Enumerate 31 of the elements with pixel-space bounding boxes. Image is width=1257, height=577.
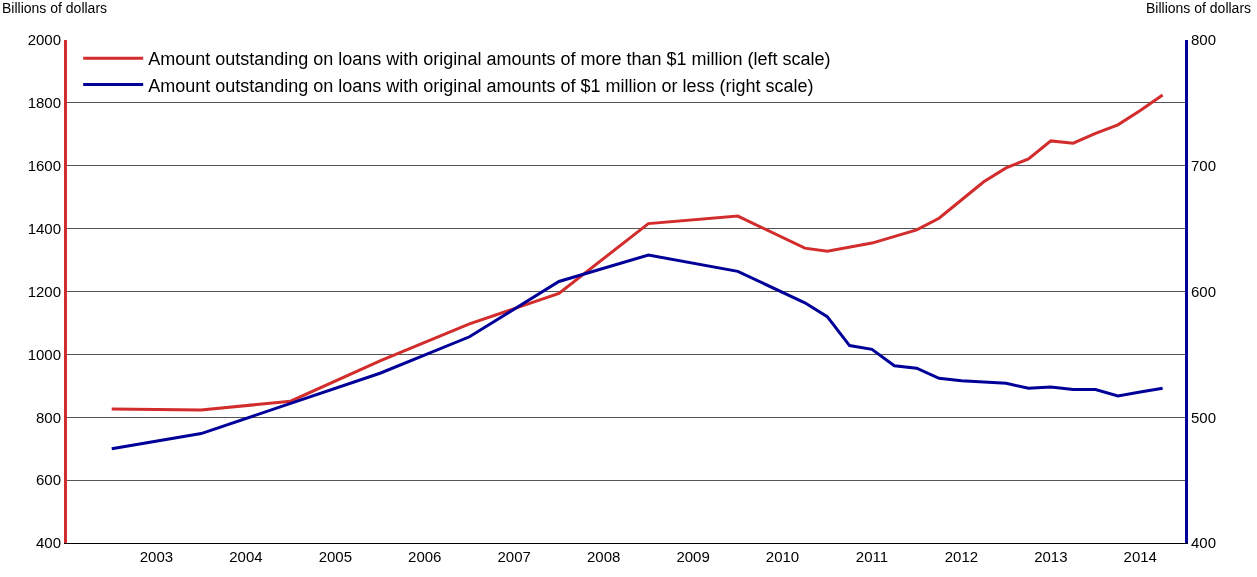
x-tick-label: 2014 — [1123, 548, 1157, 565]
x-tick-label: 2013 — [1034, 548, 1068, 565]
y-tick-label: 1400 — [27, 219, 61, 237]
y-tick-label: 600 — [35, 471, 61, 489]
y2-tick-label: 700 — [1191, 157, 1217, 174]
line-series — [110, 253, 1165, 451]
y-tick-label: 400 — [35, 534, 61, 552]
y-tick-label: 800 — [35, 408, 61, 426]
legend-label: Amount outstanding on loans with original amounts of more than $1 million (left scale) — [148, 49, 831, 70]
x-tick-label: 2011 — [855, 548, 889, 565]
y-tick-label: 2000 — [27, 31, 61, 49]
y2-tick-label: 800 — [1191, 31, 1217, 49]
x-tick-label: 2003 — [139, 548, 174, 565]
x-tick-label: 2006 — [408, 548, 442, 565]
y2-axis-title: Billions of dollars — [1146, 0, 1252, 16]
x-tick-label: 2010 — [765, 548, 800, 565]
y-axis-title: Billions of dollars — [2, 0, 108, 16]
x-tick-label: 2008 — [586, 548, 621, 565]
y2-tick-label: 600 — [1191, 282, 1217, 300]
x-tick-label: 2009 — [676, 548, 710, 565]
x-tick-label: 2012 — [944, 548, 979, 565]
y2-tick-label: 400 — [1191, 534, 1217, 552]
y-tick-label: 1600 — [27, 157, 61, 174]
y-tick-label: 1000 — [27, 345, 61, 363]
x-tick-label: 2005 — [318, 548, 353, 565]
x-tick-label: 2007 — [497, 548, 531, 565]
x-tick-label: 2004 — [229, 548, 263, 565]
legend-label: Amount outstanding on loans with original amounts of $1 million or less (right scale) — [148, 75, 814, 96]
y-tick-label: 1800 — [27, 94, 61, 112]
y2-tick-label: 500 — [1191, 408, 1217, 426]
y-tick-label: 1200 — [27, 282, 61, 300]
